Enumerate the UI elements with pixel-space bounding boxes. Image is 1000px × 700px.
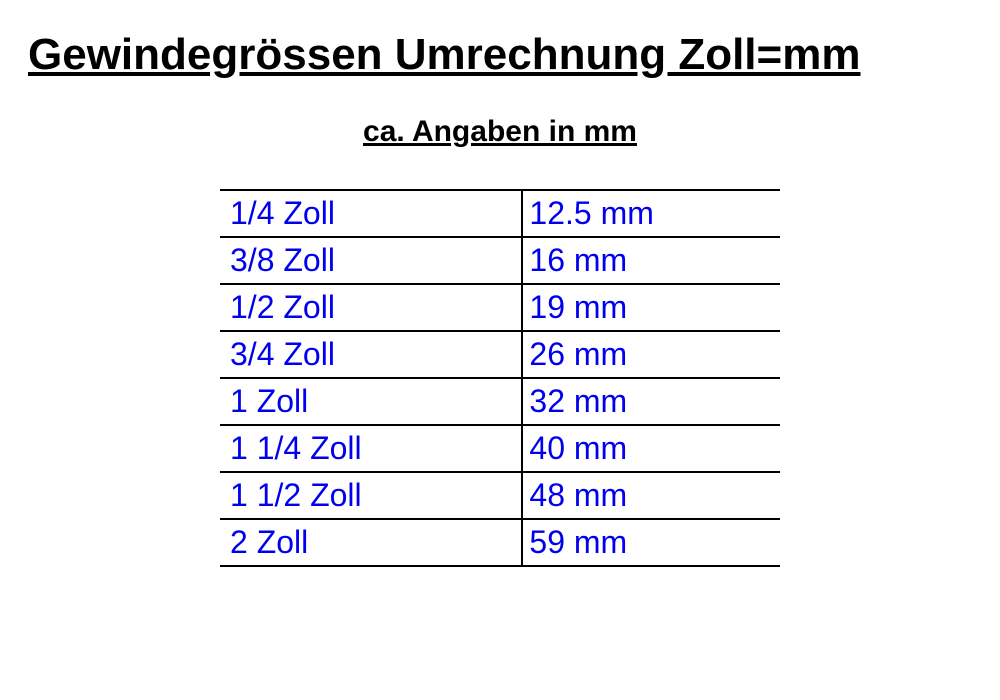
table-row: 3/8 Zoll 16 mm: [220, 237, 780, 284]
zoll-cell: 1/2 Zoll: [220, 284, 522, 331]
mm-cell: 16 mm: [522, 237, 780, 284]
zoll-cell: 2 Zoll: [220, 519, 522, 566]
table-row: 1 1/2 Zoll 48 mm: [220, 472, 780, 519]
table-row: 1 Zoll 32 mm: [220, 378, 780, 425]
zoll-cell: 1 1/2 Zoll: [220, 472, 522, 519]
page-title: Gewindegrössen Umrechnung Zoll=mm: [28, 30, 980, 80]
mm-cell: 26 mm: [522, 331, 780, 378]
table-row: 1 1/4 Zoll 40 mm: [220, 425, 780, 472]
mm-cell: 48 mm: [522, 472, 780, 519]
page-subtitle: ca. Angaben in mm: [20, 115, 980, 149]
zoll-cell: 1 1/4 Zoll: [220, 425, 522, 472]
mm-cell: 19 mm: [522, 284, 780, 331]
mm-cell: 40 mm: [522, 425, 780, 472]
zoll-cell: 1/4 Zoll: [220, 190, 522, 237]
mm-cell: 12.5 mm: [522, 190, 780, 237]
table-body: 1/4 Zoll 12.5 mm 3/8 Zoll 16 mm 1/2 Zoll…: [220, 190, 780, 566]
table-row: 1/2 Zoll 19 mm: [220, 284, 780, 331]
table-row: 1/4 Zoll 12.5 mm: [220, 190, 780, 237]
table-row: 3/4 Zoll 26 mm: [220, 331, 780, 378]
conversion-table: 1/4 Zoll 12.5 mm 3/8 Zoll 16 mm 1/2 Zoll…: [220, 189, 780, 567]
table-row: 2 Zoll 59 mm: [220, 519, 780, 566]
mm-cell: 59 mm: [522, 519, 780, 566]
zoll-cell: 1 Zoll: [220, 378, 522, 425]
zoll-cell: 3/8 Zoll: [220, 237, 522, 284]
table-container: 1/4 Zoll 12.5 mm 3/8 Zoll 16 mm 1/2 Zoll…: [20, 189, 980, 567]
mm-cell: 32 mm: [522, 378, 780, 425]
zoll-cell: 3/4 Zoll: [220, 331, 522, 378]
